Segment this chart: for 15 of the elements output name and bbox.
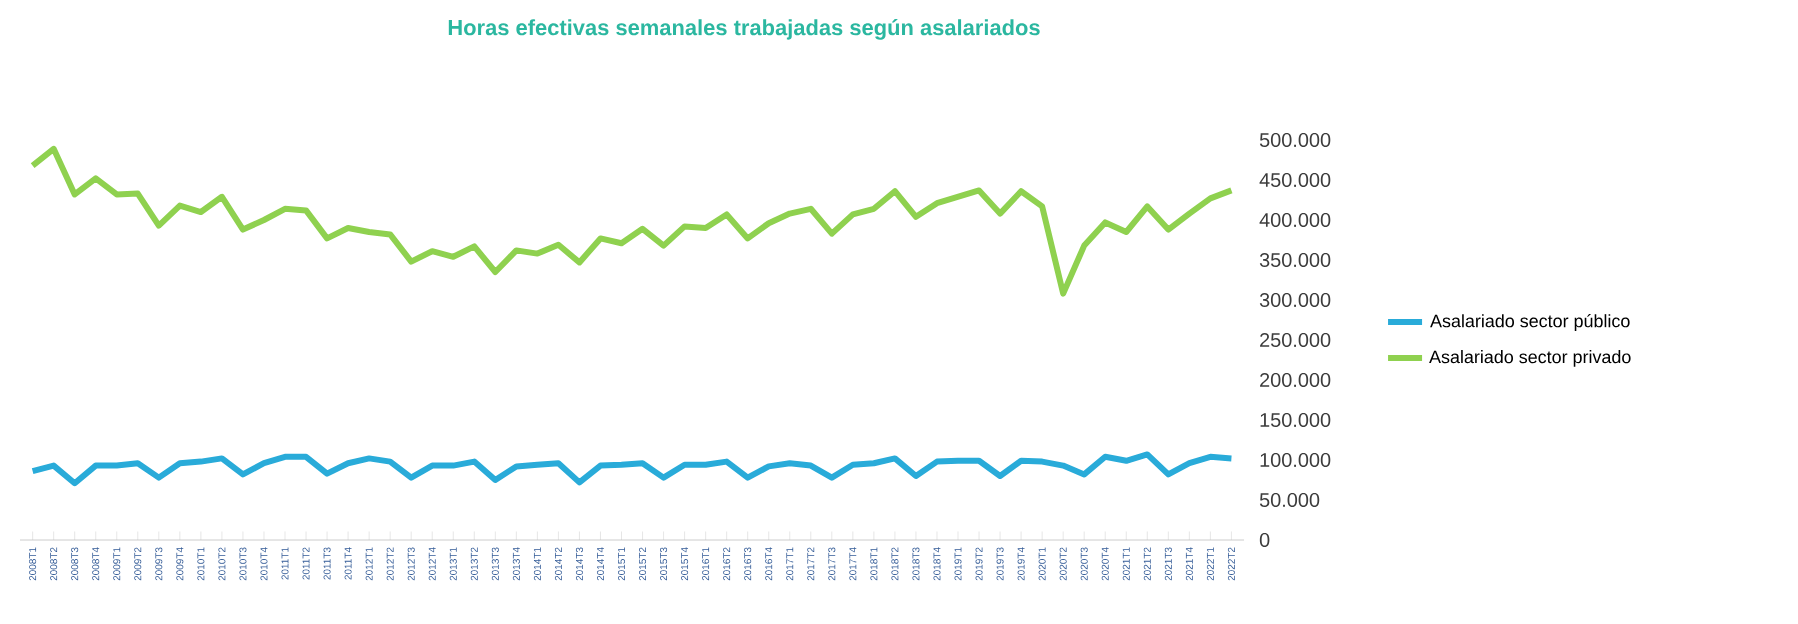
y-tick-label: 500.000 [1259, 132, 1331, 148]
legend-label: Asalariado sector público [1430, 313, 1630, 331]
y-tick-label: 0 [1259, 532, 1270, 548]
y-tick-label: 50.000 [1259, 492, 1320, 508]
legend-label: Asalariado sector privado [1429, 350, 1631, 367]
line-series [29, 451, 1235, 487]
y-tick-label: 450.000 [1259, 172, 1331, 188]
chart-title: Horas efectivas semanales trabajadas según asalariados [448, 19, 1040, 40]
y-tick-label: 250.000 [1260, 332, 1331, 348]
y-tick-label: 400.000 [1259, 212, 1331, 228]
y-tick-label: 300.000 [1259, 292, 1331, 308]
y-tick-label: 150.000 [1260, 412, 1331, 428]
y-tick-label: 100.000 [1260, 452, 1331, 468]
y-tick-label: 350.000 [1259, 252, 1331, 268]
y-tick-label: 200.000 [1260, 372, 1331, 388]
